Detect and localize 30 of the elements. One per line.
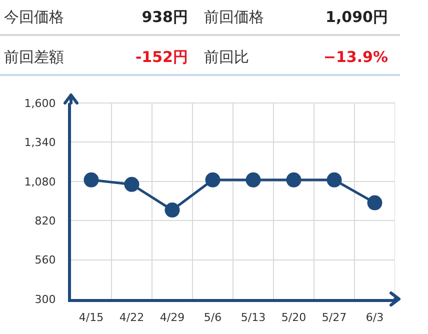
- text: 前回比: [203, 48, 250, 66]
- y-tick-label: 560: [34, 254, 56, 267]
- text: 938円: [140, 8, 189, 26]
- y-tick-label: 1,600: [24, 96, 56, 110]
- x-tick-label: 4/15: [78, 311, 104, 324]
- x-tick-label: 4/22: [119, 311, 144, 324]
- point: [164, 202, 180, 218]
- point: [326, 172, 342, 188]
- point: [205, 172, 220, 188]
- point: [84, 172, 99, 188]
- text: 前回差額: [3, 48, 65, 66]
- x-tick-label: 6/3: [366, 311, 384, 324]
- text: 1,090円: [324, 8, 389, 26]
- point: [286, 172, 302, 188]
- point: [367, 195, 382, 210]
- x-tick-label: 4/29: [160, 311, 185, 324]
- point: [246, 172, 261, 188]
- y-tick-label: 1,340: [24, 136, 56, 150]
- y-tick-label: 820: [34, 214, 56, 228]
- text: −13.9%: [322, 48, 389, 66]
- x-tick-label: 5/6: [204, 311, 222, 324]
- y-tick-label: 1,080: [24, 175, 56, 188]
- x-tick-label: 5/27: [322, 311, 347, 324]
- x-tick-label: 5/20: [281, 311, 306, 324]
- text: -152円: [134, 48, 189, 66]
- point: [124, 176, 140, 192]
- x-tick-label: 5/13: [240, 311, 266, 324]
- y-tick-label: 300: [34, 292, 56, 306]
- text: 前回価格: [203, 8, 265, 26]
- text: 今回価格: [3, 8, 65, 26]
